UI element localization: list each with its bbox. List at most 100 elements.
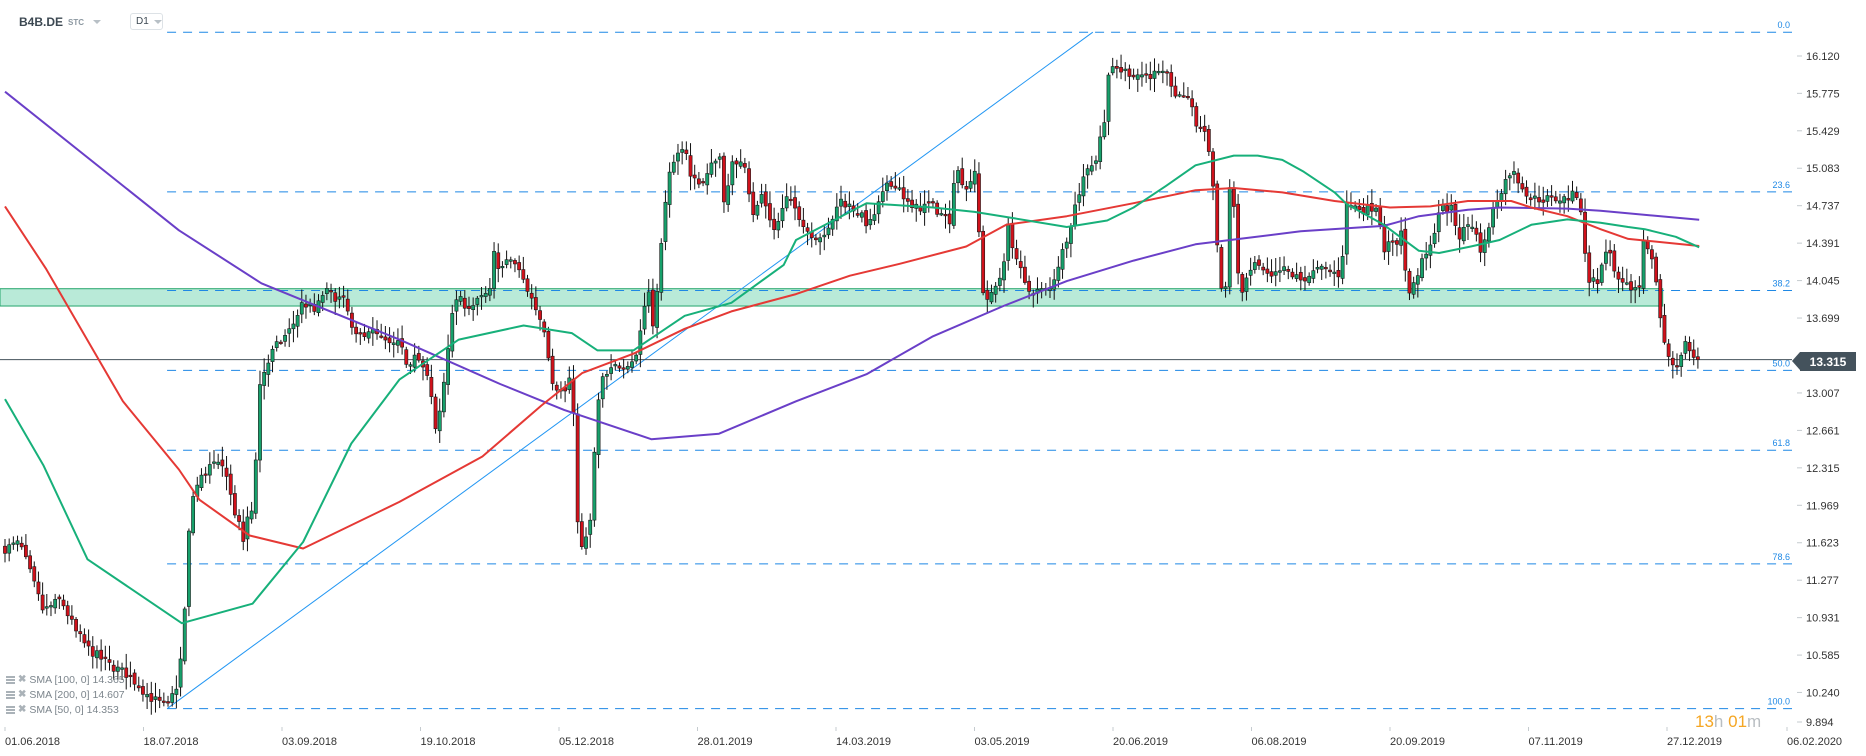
candle bbox=[772, 207, 777, 240]
candle-body-up bbox=[630, 361, 634, 368]
candle-body-up bbox=[178, 658, 183, 688]
candle bbox=[345, 289, 350, 316]
candle-body-up bbox=[1374, 207, 1378, 212]
candle bbox=[592, 447, 597, 527]
candle-body-up bbox=[483, 293, 488, 297]
candle-body-down bbox=[805, 227, 810, 232]
candle-body-down bbox=[1023, 266, 1027, 283]
candle bbox=[23, 534, 28, 560]
legend-item-sma-50[interactable]: ✖ SMA [50, 0] 14.353 bbox=[6, 704, 119, 716]
candle bbox=[467, 296, 471, 316]
settings-list-icon[interactable] bbox=[6, 706, 15, 714]
candle bbox=[692, 164, 697, 190]
settings-list-icon[interactable] bbox=[6, 676, 15, 684]
candle-body-down bbox=[722, 155, 726, 203]
candle bbox=[120, 662, 124, 681]
candle bbox=[1696, 347, 1700, 369]
candle-body-down bbox=[546, 330, 551, 359]
candle bbox=[99, 639, 104, 672]
candle bbox=[722, 152, 726, 213]
candle-body-up bbox=[897, 187, 902, 190]
candle-body-down bbox=[742, 163, 747, 168]
candle bbox=[905, 189, 910, 213]
candle-body-up bbox=[584, 536, 588, 549]
candle-body-up bbox=[1085, 168, 1090, 176]
candle-body-down bbox=[425, 364, 430, 376]
candle-body-down bbox=[1578, 198, 1583, 213]
candle bbox=[1181, 82, 1186, 98]
candle bbox=[1574, 186, 1579, 201]
candle bbox=[1294, 262, 1299, 282]
candle-body-up bbox=[726, 185, 731, 205]
candle-body-up bbox=[780, 207, 785, 222]
candle-body-down bbox=[161, 700, 166, 703]
settings-list-icon[interactable] bbox=[6, 691, 15, 699]
candle-body-up bbox=[120, 667, 124, 670]
candle bbox=[266, 354, 271, 387]
candle-body-down bbox=[1232, 188, 1236, 207]
candle-body-up bbox=[487, 288, 492, 296]
candle-body-down bbox=[1240, 274, 1245, 293]
candle-body-down bbox=[1010, 222, 1015, 249]
candle-body-down bbox=[943, 214, 948, 217]
candle-body-down bbox=[926, 201, 931, 204]
close-icon[interactable]: ✖ bbox=[18, 674, 27, 685]
candle bbox=[1144, 63, 1149, 83]
date-axis-label: 19.10.2018 bbox=[421, 736, 476, 748]
candle bbox=[864, 204, 868, 234]
candle bbox=[843, 193, 848, 214]
timeframe-dropdown[interactable]: D1 bbox=[130, 13, 163, 30]
candle bbox=[90, 636, 95, 669]
candle-body-down bbox=[1286, 269, 1291, 272]
candle bbox=[1307, 272, 1312, 286]
candle-body-up bbox=[605, 374, 609, 377]
close-icon[interactable]: ✖ bbox=[18, 704, 27, 715]
candle bbox=[671, 154, 676, 175]
candle bbox=[713, 158, 718, 177]
candle-body-down bbox=[751, 191, 756, 215]
legend-item-sma-200[interactable]: ✖ SMA [200, 0] 14.607 bbox=[6, 689, 125, 701]
candle-body-down bbox=[1290, 271, 1295, 278]
candle bbox=[216, 453, 221, 470]
candle bbox=[74, 617, 78, 638]
candle-body-down bbox=[1173, 85, 1178, 97]
legend-label: SMA [200, 0] bbox=[29, 689, 90, 701]
candle-body-up bbox=[1156, 71, 1161, 74]
close-icon[interactable]: ✖ bbox=[18, 689, 27, 700]
candle-body-up bbox=[1123, 68, 1128, 71]
candle bbox=[333, 288, 338, 315]
candle bbox=[7, 538, 12, 562]
candle-body-up bbox=[830, 218, 835, 230]
candle-body-down bbox=[1650, 249, 1654, 260]
support-zone bbox=[0, 288, 1664, 307]
candle bbox=[262, 358, 267, 400]
candle-body-down bbox=[1198, 126, 1203, 129]
candle-body-down bbox=[23, 544, 28, 558]
candle-body-down bbox=[1524, 186, 1529, 197]
legend-item-sma-100[interactable]: ✖ SMA [100, 0] 14.365 bbox=[6, 674, 125, 686]
candle bbox=[513, 258, 517, 273]
candle-body-up bbox=[1273, 271, 1278, 276]
candle bbox=[170, 686, 175, 707]
candle bbox=[839, 185, 843, 219]
candle bbox=[533, 286, 538, 316]
candle bbox=[396, 328, 400, 354]
candle-body-up bbox=[738, 161, 743, 167]
candle-body-up bbox=[191, 496, 196, 534]
candle-body-down bbox=[99, 649, 104, 660]
candle bbox=[107, 645, 112, 671]
candle-body-up bbox=[95, 650, 99, 659]
candle-countdown: 13h 01m bbox=[1695, 712, 1761, 731]
instrument-type-selector[interactable]: STC bbox=[68, 12, 101, 32]
candle bbox=[1629, 274, 1633, 304]
candle-body-up bbox=[1006, 223, 1011, 261]
candle bbox=[450, 304, 455, 358]
candle-body-down bbox=[61, 599, 66, 607]
candle-body-down bbox=[747, 168, 751, 195]
candle bbox=[993, 282, 998, 303]
candle bbox=[696, 171, 701, 189]
candle bbox=[433, 393, 438, 434]
candle bbox=[1328, 264, 1332, 277]
candle-body-up bbox=[613, 364, 618, 367]
